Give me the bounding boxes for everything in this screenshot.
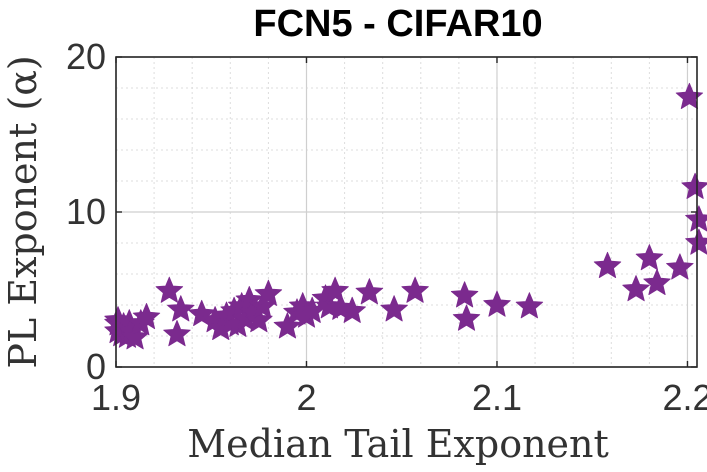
data-point-star xyxy=(380,295,408,322)
data-point-star xyxy=(681,172,707,199)
data-point-star xyxy=(155,276,184,303)
y-axis-label: PL Exponent (α) xyxy=(1,55,45,368)
data-point-star xyxy=(515,292,544,319)
data-point-star xyxy=(666,253,694,280)
x-tick-label: 2.2 xyxy=(662,377,707,418)
y-tick-label: 20 xyxy=(66,36,106,77)
data-point-star xyxy=(643,268,671,296)
x-tick-label: 1.9 xyxy=(91,377,141,418)
data-point-star xyxy=(675,82,704,109)
chart-title: FCN5 - CIFAR10 xyxy=(253,3,542,45)
x-axis-label: Median Tail Exponent xyxy=(187,422,609,466)
data-point-star xyxy=(355,278,384,305)
data-point-star xyxy=(163,319,191,347)
data-markers xyxy=(104,82,707,350)
data-point-star xyxy=(401,276,429,303)
data-point-star xyxy=(450,281,479,308)
x-tick-label: 2 xyxy=(296,377,316,418)
data-point-star xyxy=(167,295,195,322)
tick-labels: 1.9 2 2.1 2.2 0 10 20 xyxy=(66,36,707,418)
data-point-star xyxy=(593,251,622,279)
ticks xyxy=(115,56,697,368)
y-tick-label: 0 xyxy=(86,346,106,387)
data-point-star xyxy=(635,244,664,271)
y-tick-label: 10 xyxy=(66,191,106,232)
x-tick-label: 2.1 xyxy=(472,377,522,418)
data-point-star xyxy=(132,302,161,330)
data-point-star xyxy=(254,279,283,306)
data-point-star xyxy=(622,275,650,302)
data-point-star xyxy=(273,312,302,339)
data-point-star xyxy=(483,290,511,317)
data-point-star xyxy=(452,304,481,331)
data-point-star xyxy=(338,296,366,323)
